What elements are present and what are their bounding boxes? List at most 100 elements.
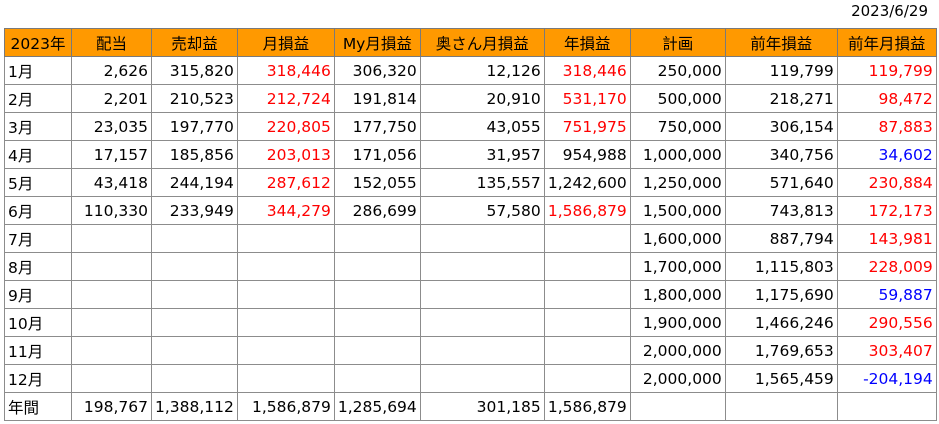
table-row: 1月 2,626 315,820 318,446 306,320 12,126 318,44…	[4, 56, 937, 85]
dividend-cell: 2,201	[71, 84, 152, 113]
prev-year-monthly-pl-cell: 143,981	[836, 224, 937, 253]
plan-cell: 1,500,000	[629, 196, 726, 225]
wife-monthly-pl-cell	[419, 336, 545, 365]
annual-pl-cell: 954,988	[543, 140, 631, 169]
prev-year-pl-cell: 743,813	[724, 196, 838, 225]
monthly-pl-cell	[236, 364, 335, 393]
header-sale-gain: 売却益	[151, 28, 238, 57]
plan-cell: 1,700,000	[629, 252, 726, 281]
my-monthly-pl-cell: 191,814	[333, 84, 421, 113]
prev-year-monthly-pl-cell: 303,407	[836, 336, 937, 365]
sale-gain-cell: 244,194	[151, 168, 238, 197]
table-row: 年間 198,767 1,388,112 1,586,879 1,285,694 301,…	[4, 392, 937, 421]
prev-year-monthly-pl-cell: 172,173	[836, 196, 937, 225]
prev-year-monthly-pl-cell: 98,472	[836, 84, 937, 113]
annual-pl-cell	[543, 252, 631, 281]
monthly-pl-cell: 318,446	[236, 56, 335, 85]
table-row: 5月 43,418 244,194 287,612 152,055 135,557 1,24…	[4, 168, 937, 197]
wife-monthly-pl-cell: 135,557	[419, 168, 545, 197]
prev-year-pl-cell: 306,154	[724, 112, 838, 141]
header-prev-year-pl: 前年損益	[724, 28, 838, 57]
annual-pl-cell: 318,446	[543, 56, 631, 85]
prev-year-monthly-pl-cell: -204,194	[836, 364, 937, 393]
plan-cell	[629, 392, 726, 421]
prev-year-monthly-pl-cell	[836, 392, 937, 421]
monthly-pl-cell	[236, 308, 335, 337]
prev-year-monthly-pl-cell: 228,009	[836, 252, 937, 281]
table-row: 3月 23,035 197,770 220,805 177,750 43,055 751,9…	[4, 112, 937, 141]
month-cell: 11月	[4, 336, 72, 365]
table-row: 9月 1,800,000 1,175,690 59,887	[4, 280, 937, 309]
prev-year-pl-cell: 571,640	[724, 168, 838, 197]
table-row: 11月 2,000,000 1,769,653 303,407	[4, 336, 937, 365]
prev-year-pl-cell: 1,175,690	[724, 280, 838, 309]
sale-gain-cell: 315,820	[151, 56, 238, 85]
annual-pl-cell: 531,170	[543, 84, 631, 113]
dividend-cell: 43,418	[71, 168, 152, 197]
annual-pl-cell	[543, 308, 631, 337]
month-cell: 7月	[4, 224, 72, 253]
monthly-pl-cell: 220,805	[236, 112, 335, 141]
plan-cell: 500,000	[629, 84, 726, 113]
header-dividend: 配当	[71, 28, 152, 57]
month-cell: 5月	[4, 168, 72, 197]
prev-year-pl-cell: 1,565,459	[724, 364, 838, 393]
annual-pl-cell	[543, 336, 631, 365]
wife-monthly-pl-cell	[419, 308, 545, 337]
annual-pl-cell: 1,242,600	[543, 168, 631, 197]
wife-monthly-pl-cell: 43,055	[419, 112, 545, 141]
monthly-pl-cell	[236, 280, 335, 309]
annual-pl-cell	[543, 364, 631, 393]
plan-cell: 1,600,000	[629, 224, 726, 253]
dividend-cell: 2,626	[71, 56, 152, 85]
monthly-pl-cell	[236, 224, 335, 253]
sale-gain-cell: 210,523	[151, 84, 238, 113]
wife-monthly-pl-cell: 20,910	[419, 84, 545, 113]
prev-year-pl-cell: 887,794	[724, 224, 838, 253]
annual-pl-cell: 751,975	[543, 112, 631, 141]
header-wife-monthly-pl: 奥さん月損益	[419, 28, 545, 57]
header-year: 2023年	[4, 28, 72, 57]
sale-gain-cell: 197,770	[151, 112, 238, 141]
my-monthly-pl-cell	[333, 224, 421, 253]
prev-year-pl-cell	[724, 392, 838, 421]
my-monthly-pl-cell	[333, 364, 421, 393]
prev-year-pl-cell: 340,756	[724, 140, 838, 169]
header-monthly-pl: 月損益	[236, 28, 335, 57]
profit-loss-table: 2023年 配当 売却益 月損益 My月損益 奥さん月損益 年損益 計画 前年損…	[4, 28, 937, 421]
my-monthly-pl-cell	[333, 280, 421, 309]
wife-monthly-pl-cell	[419, 280, 545, 309]
wife-monthly-pl-cell: 57,580	[419, 196, 545, 225]
plan-cell: 1,250,000	[629, 168, 726, 197]
dividend-cell	[71, 336, 152, 365]
prev-year-monthly-pl-cell: 119,799	[836, 56, 937, 85]
sale-gain-cell	[151, 336, 238, 365]
prev-year-pl-cell: 1,769,653	[724, 336, 838, 365]
table-body: 1月 2,626 315,820 318,446 306,320 12,126 318,44…	[4, 56, 937, 421]
sale-gain-cell	[151, 308, 238, 337]
table-row: 12月 2,000,000 1,565,459 -204,194	[4, 364, 937, 393]
my-monthly-pl-cell: 177,750	[333, 112, 421, 141]
monthly-pl-cell: 212,724	[236, 84, 335, 113]
prev-year-monthly-pl-cell: 290,556	[836, 308, 937, 337]
dividend-cell	[71, 280, 152, 309]
month-cell: 6月	[4, 196, 72, 225]
header-prev-year-monthly-pl: 前年月損益	[836, 28, 937, 57]
my-monthly-pl-cell	[333, 336, 421, 365]
dividend-cell: 110,330	[71, 196, 152, 225]
dividend-cell: 23,035	[71, 112, 152, 141]
plan-cell: 2,000,000	[629, 336, 726, 365]
wife-monthly-pl-cell: 301,185	[419, 392, 545, 421]
prev-year-pl-cell: 1,115,803	[724, 252, 838, 281]
annual-pl-cell: 1,586,879	[543, 196, 631, 225]
annual-pl-cell: 1,586,879	[543, 392, 631, 421]
header-row: 2023年 配当 売却益 月損益 My月損益 奥さん月損益 年損益 計画 前年損…	[4, 28, 937, 57]
table-row: 8月 1,700,000 1,115,803 228,009	[4, 252, 937, 281]
table-row: 6月 110,330 233,949 344,279 286,699 57,580 1,58…	[4, 196, 937, 225]
table-row: 7月 1,600,000 887,794 143,981	[4, 224, 937, 253]
monthly-pl-cell	[236, 252, 335, 281]
wife-monthly-pl-cell	[419, 224, 545, 253]
plan-cell: 1,800,000	[629, 280, 726, 309]
report-date: 2023/6/29	[851, 2, 928, 20]
my-monthly-pl-cell: 1,285,694	[333, 392, 421, 421]
